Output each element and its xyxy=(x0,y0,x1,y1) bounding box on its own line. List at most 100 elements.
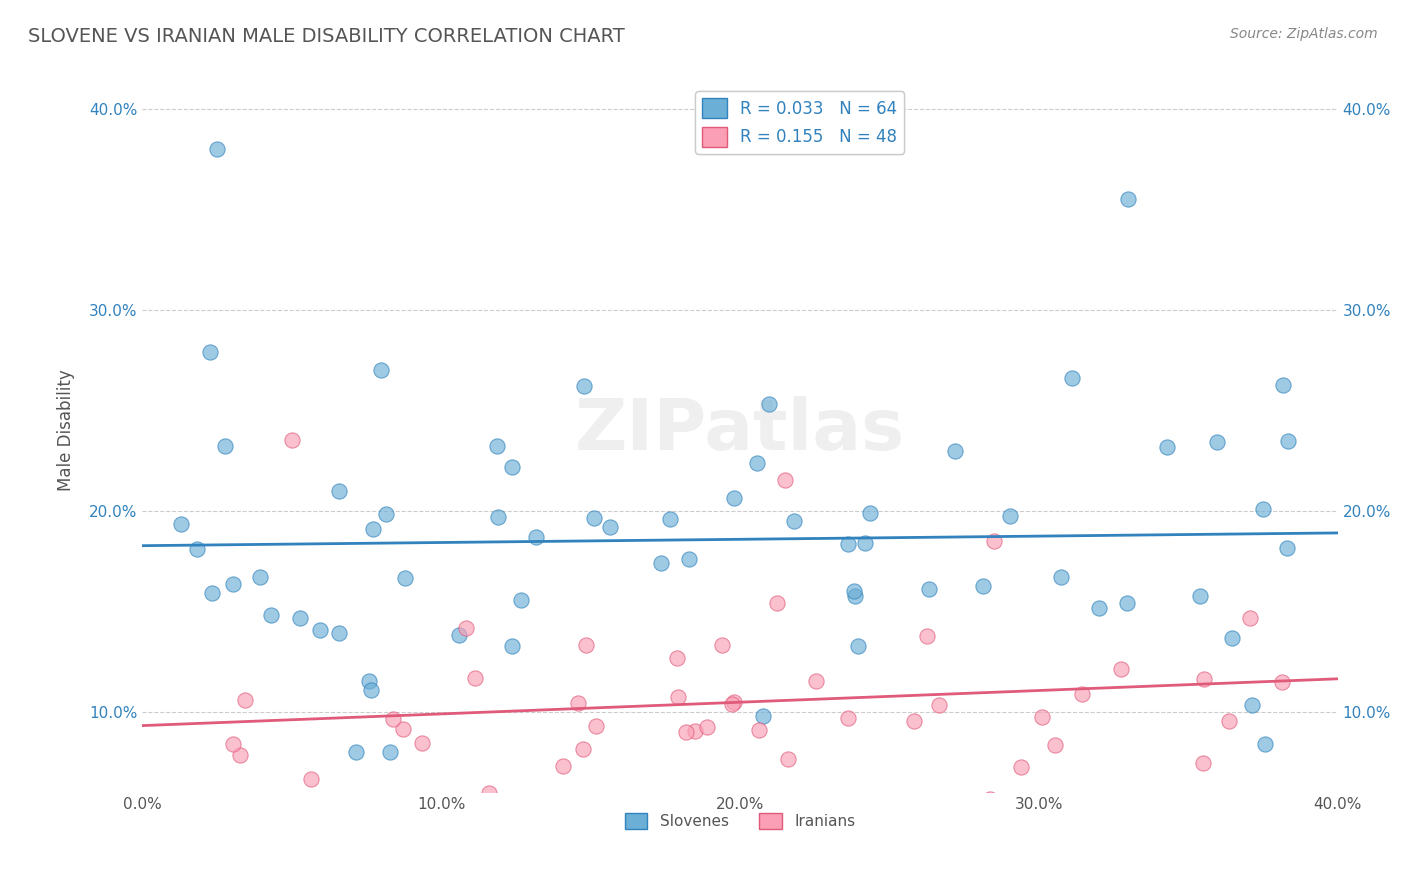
Iranians xyxy=(222,737,245,751)
Iranians xyxy=(1192,672,1215,686)
Slovenes xyxy=(1049,570,1071,584)
Slovenes xyxy=(650,556,672,570)
Slovenes xyxy=(1062,371,1084,385)
Slovenes xyxy=(205,142,228,156)
Slovenes xyxy=(752,709,775,723)
Legend: Slovenes, Iranians: Slovenes, Iranians xyxy=(619,806,862,835)
Slovenes xyxy=(1116,596,1139,610)
Slovenes xyxy=(943,444,966,458)
Iranians xyxy=(773,474,796,488)
Iranians xyxy=(804,674,827,689)
Slovenes xyxy=(1277,434,1299,448)
Iranians xyxy=(675,725,697,739)
Slovenes xyxy=(918,582,941,596)
Slovenes xyxy=(678,552,700,566)
Iranians xyxy=(585,719,607,733)
Slovenes xyxy=(309,623,332,637)
Iranians xyxy=(666,690,689,704)
Slovenes xyxy=(526,530,548,544)
Slovenes xyxy=(783,514,806,528)
Slovenes xyxy=(328,626,350,640)
Iranians xyxy=(1111,662,1133,676)
Slovenes xyxy=(1118,192,1140,206)
Iranians xyxy=(710,638,733,652)
Slovenes xyxy=(846,639,869,653)
Slovenes xyxy=(170,516,193,531)
Iranians xyxy=(979,791,1001,805)
Slovenes xyxy=(1277,541,1299,555)
Iranians xyxy=(1043,738,1066,752)
Slovenes xyxy=(370,363,392,377)
Slovenes xyxy=(378,745,401,759)
Slovenes xyxy=(582,511,605,525)
Slovenes xyxy=(837,537,859,551)
Iranians xyxy=(1031,710,1053,724)
Slovenes xyxy=(214,439,236,453)
Iranians xyxy=(748,723,770,737)
Text: ZIPatlas: ZIPatlas xyxy=(575,396,905,465)
Slovenes xyxy=(222,577,245,591)
Iranians xyxy=(229,747,252,762)
Iranians xyxy=(478,787,501,801)
Slovenes xyxy=(394,571,416,585)
Slovenes xyxy=(1088,601,1111,615)
Iranians xyxy=(411,736,433,750)
Iranians xyxy=(233,693,256,707)
Iranians xyxy=(666,651,689,665)
Slovenes xyxy=(249,570,271,584)
Slovenes xyxy=(501,639,523,653)
Iranians xyxy=(1218,714,1240,728)
Slovenes xyxy=(972,579,994,593)
Slovenes xyxy=(574,379,596,393)
Slovenes xyxy=(853,536,876,550)
Slovenes xyxy=(745,457,768,471)
Slovenes xyxy=(859,506,882,520)
Iranians xyxy=(553,759,575,773)
Iranians xyxy=(382,713,405,727)
Text: SLOVENE VS IRANIAN MALE DISABILITY CORRELATION CHART: SLOVENE VS IRANIAN MALE DISABILITY CORRE… xyxy=(28,27,624,45)
Slovenes xyxy=(447,628,470,642)
Iranians xyxy=(572,742,595,756)
Iranians xyxy=(983,533,1005,548)
Slovenes xyxy=(361,523,384,537)
Slovenes xyxy=(359,673,381,688)
Slovenes xyxy=(659,512,682,526)
Iranians xyxy=(723,696,745,710)
Iranians xyxy=(837,711,859,725)
Slovenes xyxy=(328,484,350,499)
Slovenes xyxy=(344,745,367,759)
Iranians xyxy=(651,795,673,809)
Slovenes xyxy=(1241,698,1264,713)
Iranians xyxy=(299,772,322,786)
Iranians xyxy=(721,697,744,711)
Iranians xyxy=(575,638,598,652)
Iranians xyxy=(281,434,304,448)
Iranians xyxy=(1271,675,1294,690)
Slovenes xyxy=(1156,440,1178,454)
Text: Source: ZipAtlas.com: Source: ZipAtlas.com xyxy=(1230,27,1378,41)
Iranians xyxy=(567,697,589,711)
Iranians xyxy=(1071,687,1094,701)
Slovenes xyxy=(198,344,221,359)
Iranians xyxy=(928,698,950,713)
Slovenes xyxy=(1000,508,1022,523)
Slovenes xyxy=(486,510,509,524)
Iranians xyxy=(766,596,789,610)
Iranians xyxy=(174,795,197,809)
Slovenes xyxy=(1254,737,1277,751)
Slovenes xyxy=(842,584,865,599)
Slovenes xyxy=(758,397,780,411)
Slovenes xyxy=(1271,378,1294,392)
Slovenes xyxy=(186,542,208,557)
Iranians xyxy=(1010,760,1032,774)
Y-axis label: Male Disability: Male Disability xyxy=(58,369,75,491)
Slovenes xyxy=(360,683,382,698)
Slovenes xyxy=(200,586,222,600)
Iranians xyxy=(1192,756,1215,770)
Iranians xyxy=(508,795,530,809)
Iranians xyxy=(915,629,938,643)
Iranians xyxy=(685,723,707,738)
Slovenes xyxy=(599,520,621,534)
Slovenes xyxy=(288,610,311,624)
Iranians xyxy=(696,720,718,734)
